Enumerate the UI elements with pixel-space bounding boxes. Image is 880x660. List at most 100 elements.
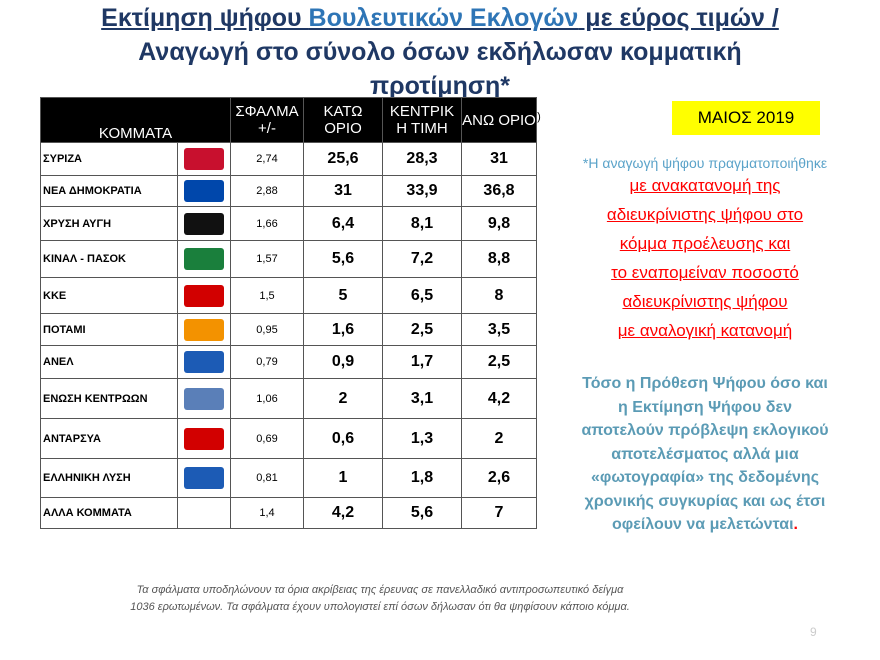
table-row: ΧΡΥΣΗ ΑΥΓΗ 1,66 6,4 8,1 9,8 bbox=[40, 206, 537, 241]
party-name: ΑΝΕΛ bbox=[40, 345, 178, 379]
note-intro: *Η αναγωγή ψήφου πραγματοποιήθηκε bbox=[582, 155, 828, 171]
error-cell: 1,57 bbox=[230, 240, 304, 278]
header-row: ΚΟΜΜΑΤΑ ΣΦΑΛΜΑ +/- ΚΑΤΩ ΟΡΙΟ ΚΕΝΤΡΙΚ Η ΤΙΜΗ… bbox=[40, 97, 537, 143]
table-body: ΣΥΡΙΖΑ 2,74 2 5,6 28,3 31 ΝΕΑ ΔΗΜΟΚΡΑΤΙΑ 2,88 31… bbox=[40, 142, 537, 529]
footer-line: 1036 ερωτωμένων. Τα σφάλματα έχουν υπολο… bbox=[130, 601, 630, 613]
party-name: ΑΝΤΑΡΣΥΑ bbox=[40, 418, 178, 459]
logo-cell bbox=[177, 175, 231, 207]
logo-cell bbox=[177, 378, 231, 419]
title-line3: προτίμηση* bbox=[370, 72, 510, 100]
table-row: ΑΛΛΑ ΚΟΜΜΑΤΑ 1,4 4,2 5,6 7 bbox=[40, 497, 537, 529]
value-cell: 0,6 bbox=[303, 418, 383, 459]
table-row: ΝΕΑ ΔΗΜΟΚΡΑΤΙΑ 2,88 31 33,9 36,8 bbox=[40, 175, 537, 207]
note: *Η αναγωγή ψήφου πραγματοποιήθηκε με ανακ… bbox=[540, 155, 870, 345]
party-name: ΚΙΝΑΛ - ΠΑΣΟΚ bbox=[40, 240, 178, 278]
disclaimer-text: χρονικής συγκυρίας και ως έτσι bbox=[584, 492, 826, 510]
title-line2: Αναγωγή στο σύνολο όσων εκδήλωσαν κομματ… bbox=[138, 38, 742, 66]
party-logo bbox=[184, 284, 224, 307]
disclaimer-text: αποτελούν πρόβλεψη εκλογικού bbox=[581, 422, 829, 439]
value-cell: 5,6 bbox=[303, 240, 383, 278]
logo-cell bbox=[177, 277, 231, 314]
value-cell: 2,5 bbox=[461, 345, 537, 379]
party-name: ΧΡΥΣΗ ΑΥΓΗ bbox=[40, 206, 178, 241]
value-cell: 4,2 bbox=[303, 497, 383, 529]
value-cell: 3,5 bbox=[461, 313, 537, 346]
note-line: αδιευκρίνιστης ψήφου bbox=[622, 292, 788, 311]
value-cell: 2 bbox=[461, 418, 537, 459]
note-line: κόμμα προέλευσης και bbox=[619, 234, 791, 253]
logo-cell bbox=[177, 142, 231, 176]
value-cell: 28,3 bbox=[382, 142, 462, 176]
footer: Τα σφάλματα υποδηλώνουν τα όρια ακρίβεια… bbox=[60, 582, 700, 616]
header-cell: ΑΝΩ ΟΡΙΟ bbox=[461, 97, 537, 143]
error-cell: 1,4 bbox=[230, 497, 304, 529]
value-cell: 7 bbox=[461, 497, 537, 529]
results-table: ΚΟΜΜΑΤΑ ΣΦΑΛΜΑ +/- ΚΑΤΩ ΟΡΙΟ ΚΕΝΤΡΙΚ Η ΤΙΜΗ… bbox=[40, 97, 537, 529]
disclaimer-line: χρονικής συγκυρίας και ως έτσι bbox=[540, 490, 870, 514]
party-logo bbox=[184, 180, 224, 202]
party-logo bbox=[184, 212, 224, 235]
disclaimer-text: Τόσο η Πρόθεση Ψήφου όσο και bbox=[582, 375, 828, 392]
value-cell: 1,8 bbox=[382, 458, 462, 498]
title-line1: Εκτίμηση ψήφου Βουλευτικών Εκλογών με εύ… bbox=[0, 4, 880, 33]
value-cell: 5,6 bbox=[382, 497, 462, 529]
party-name: ΝΕΑ ΔΗΜΟΚΡΑΤΙΑ bbox=[40, 175, 178, 207]
title-highlight: Βουλευτικών Εκλογών bbox=[308, 4, 579, 32]
value-cell: 3,1 bbox=[382, 378, 462, 419]
header-cell: ΚΑΤΩ ΟΡΙΟ bbox=[303, 97, 383, 143]
title-text: με εύρος τιμών / bbox=[578, 4, 779, 32]
table-row: ΠΟΤΑΜΙ 0,95 1,6 2,5 3,5 bbox=[40, 313, 537, 346]
note-line: αδιευκρίνιστης ψήφου στο bbox=[606, 205, 804, 224]
value-cell: 1,3 bbox=[382, 418, 462, 459]
value-cell: 4,2 bbox=[461, 378, 537, 419]
disclaimer-line: Τόσο η Πρόθεση Ψήφου όσο και bbox=[540, 372, 870, 396]
disclaimer-text: οφείλουν να μελετώνται bbox=[612, 516, 794, 533]
value-cell: 2 bbox=[303, 378, 383, 419]
disclaimer: Τόσο η Πρόθεση Ψήφου όσο και η Εκτίμηση Ψ… bbox=[540, 372, 870, 537]
value-cell: 6,4 bbox=[303, 206, 383, 241]
logo-cell bbox=[177, 418, 231, 459]
value-cell: 0,9 bbox=[303, 345, 383, 379]
note-line: με αναλογική κατανομή bbox=[617, 321, 793, 340]
value-cell: 1,6 bbox=[303, 313, 383, 346]
party-name: ΣΥΡΙΖΑ bbox=[40, 142, 178, 176]
footer-line: Τα σφάλματα υποδηλώνουν τα όρια ακρίβεια… bbox=[136, 584, 624, 596]
value-cell: 8 bbox=[461, 277, 537, 314]
title-text: Εκτίμηση ψήφου bbox=[101, 4, 309, 32]
logo-cell bbox=[177, 345, 231, 379]
disclaimer-line: «φωτογραφία» της δεδομένης bbox=[540, 466, 870, 490]
party-name: ΚΚΕ bbox=[40, 277, 178, 314]
header-cell: ΚΕΝΤΡΙΚ Η ΤΙΜΗ bbox=[382, 97, 462, 143]
error-cell: 1,66 bbox=[230, 206, 304, 241]
party-name: ΑΛΛΑ ΚΟΜΜΑΤΑ bbox=[40, 497, 178, 529]
error-cell: 0,79 bbox=[230, 345, 304, 379]
value-cell: 6,5 bbox=[382, 277, 462, 314]
logo-cell bbox=[177, 240, 231, 278]
disclaimer-line: η Εκτίμηση Ψήφου δεν bbox=[540, 396, 870, 420]
logo-cell bbox=[177, 313, 231, 346]
party-logo bbox=[184, 318, 224, 341]
table-row: ΑΝΤΑΡΣΥΑ 0,69 0,6 1,3 2 bbox=[40, 418, 537, 459]
end-mark: . bbox=[793, 516, 798, 533]
value-cell: 8,8 bbox=[461, 240, 537, 278]
disclaimer-text: η Εκτίμηση Ψήφου δεν bbox=[617, 398, 792, 416]
party-name: ΠΟΤΑΜΙ bbox=[40, 313, 178, 346]
table-row: ΑΝΕΛ 0,79 0,9 1,7 2,5 bbox=[40, 345, 537, 379]
table-row: ΚΙΝΑΛ - ΠΑΣΟΚ 1,57 5,6 7,2 8,8 bbox=[40, 240, 537, 278]
error-cell: 0,95 bbox=[230, 313, 304, 346]
logo-cell bbox=[177, 497, 231, 529]
table-row: ΕΝΩΣΗ ΚΕΝΤΡΩΩΝ 1,06 2 3,1 4,2 bbox=[40, 378, 537, 419]
party-logo bbox=[184, 351, 224, 373]
error-cell: 1,5 bbox=[230, 277, 304, 314]
party-logo bbox=[184, 427, 224, 450]
header-cell: ΚΟΜΜΑΤΑ bbox=[40, 97, 231, 143]
value-cell: 33,9 bbox=[382, 175, 462, 207]
party-name: ΕΛΛΗΝΙΚΗ ΛΥΣΗ bbox=[40, 458, 178, 498]
value-cell: 31 bbox=[461, 142, 537, 176]
disclaimer-line: οφείλουν να μελετώνται. bbox=[540, 513, 870, 537]
value-cell: 1,7 bbox=[382, 345, 462, 379]
error-cell: 2,74 bbox=[230, 142, 304, 176]
page-number: 9 bbox=[810, 625, 817, 639]
value-cell: 8,1 bbox=[382, 206, 462, 241]
value-cell: 31 bbox=[303, 175, 383, 207]
